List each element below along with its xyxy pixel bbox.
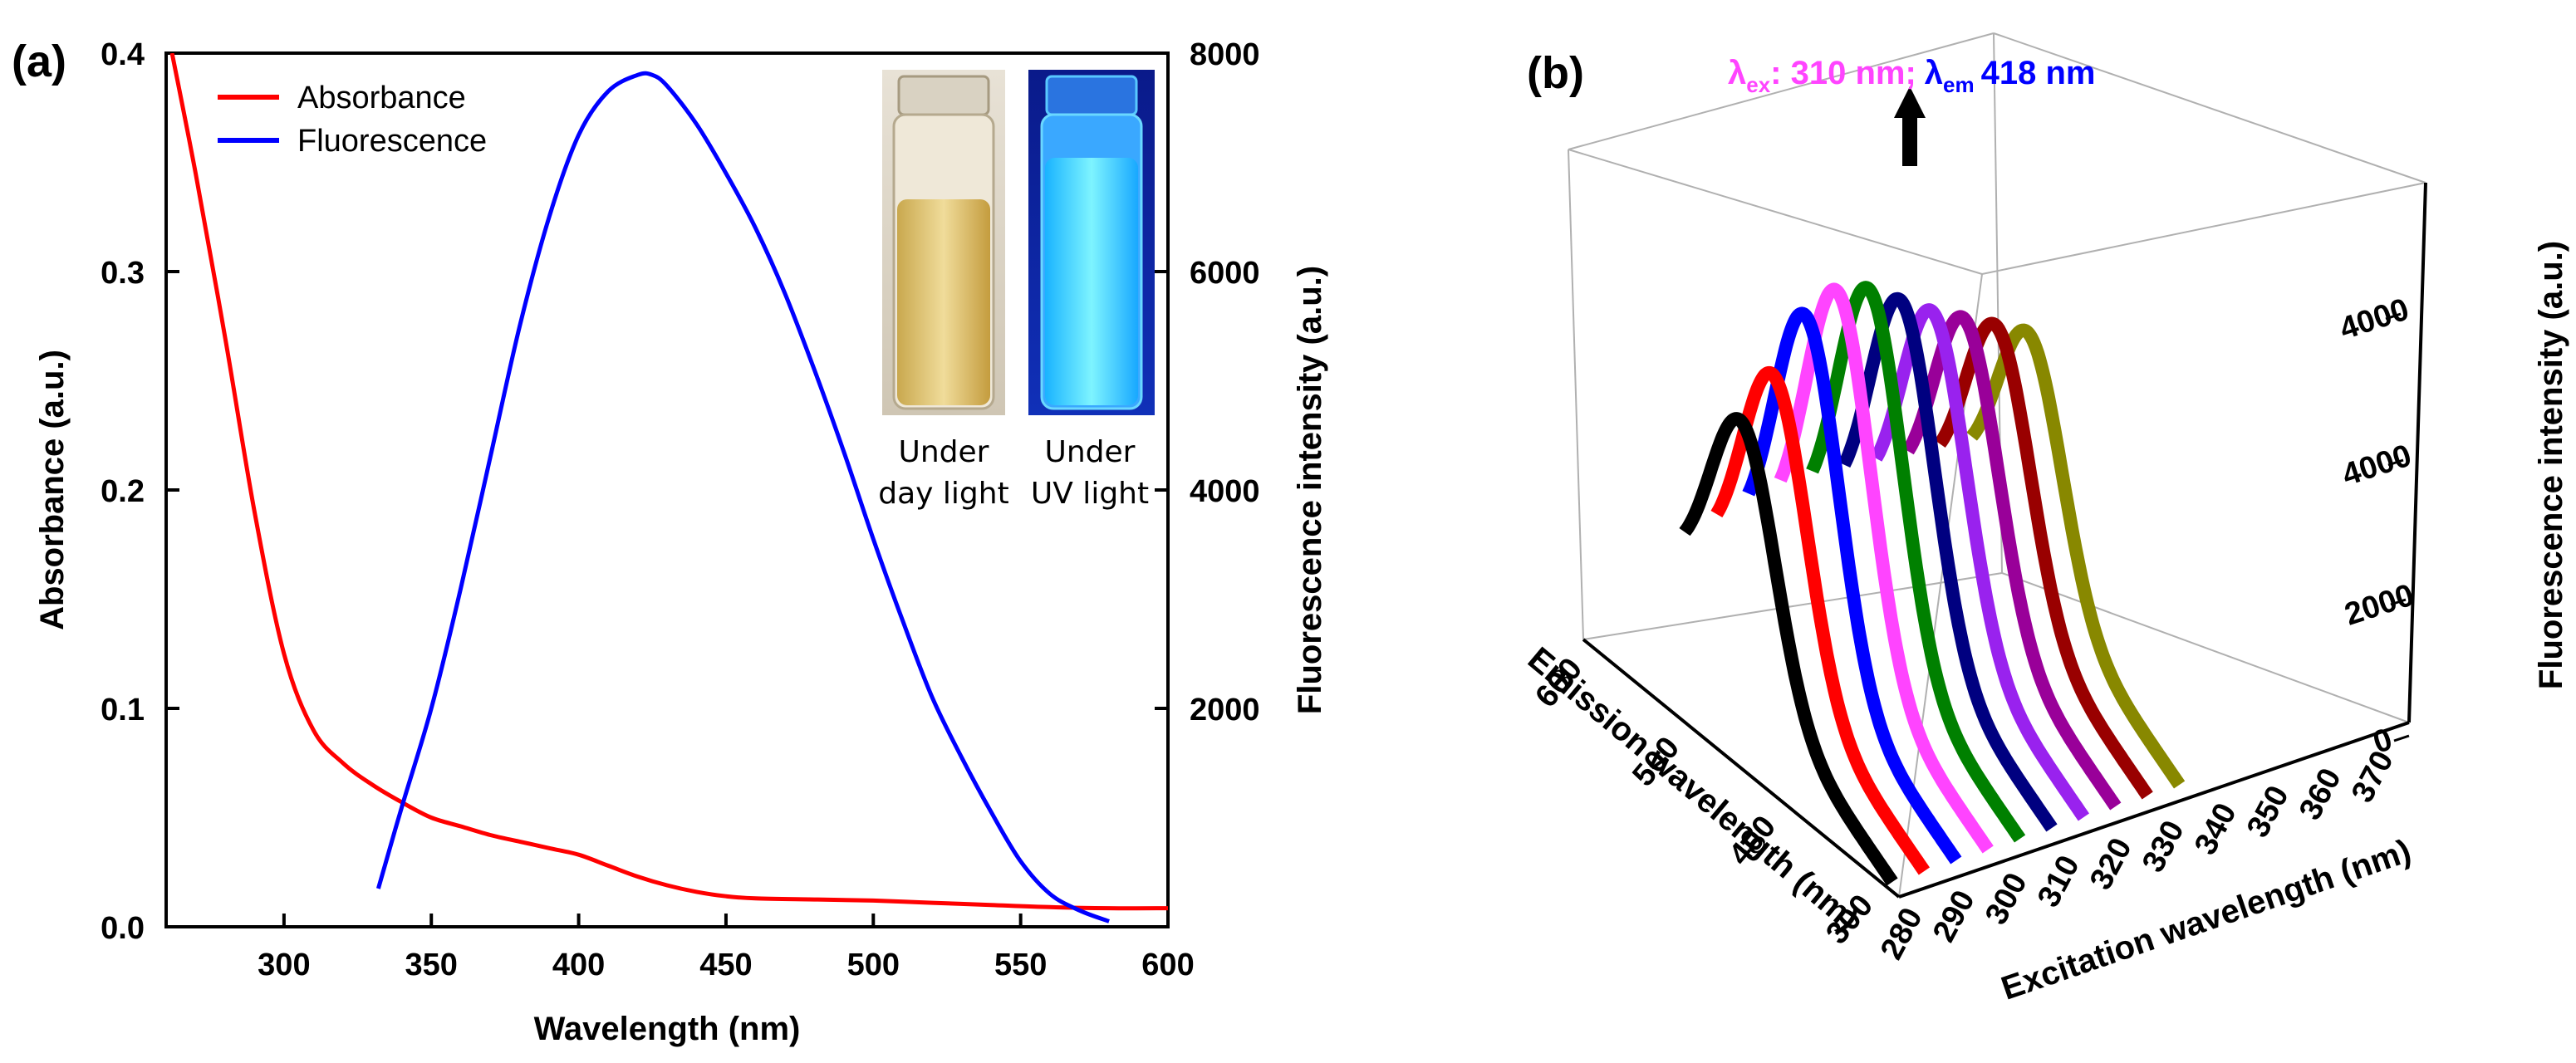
emission-ribbon-300-nm [1742, 306, 1962, 865]
panel-b-emission-ribbons [1679, 281, 2186, 886]
emission-ribbon-280-nm [1679, 412, 1898, 886]
panel-b-intensity-axis-title: Fluorescence intensity (a.u.) [2533, 241, 2569, 689]
legend-absorbance-label: Absorbance [297, 81, 466, 115]
intensity-tick-mark [2390, 598, 2407, 606]
day-light-caption-line2: day light [878, 477, 1008, 511]
excitation-tick-label: 310 [2031, 850, 2087, 914]
panel-b-emission-axis-title: Emission wavelength (nm) [1521, 640, 1866, 938]
y-tick-label: 0.0 [101, 911, 145, 946]
annotation-em-subscript: em [1943, 72, 1975, 97]
panel-b-axes [1582, 182, 2427, 899]
emission-ribbon-370-nm [1966, 323, 2186, 789]
y-tick-label: 0.4 [101, 37, 145, 72]
y-tick-label: 0.1 [101, 693, 145, 727]
panel-a-y2-ticks: 2000 4000 6000 8000 [1155, 37, 1260, 727]
uv-light-caption-line1: Under [1045, 435, 1136, 469]
annotation-ex-text: : 310 nm; [1770, 55, 1916, 91]
fluorescence-series-line [375, 71, 1110, 923]
x-tick-label: 300 [258, 948, 310, 982]
peak-arrow [1894, 86, 1926, 166]
legend-fluorescence-label: Fluorescence [297, 124, 487, 159]
annotation-em-symbol: λ [1925, 55, 1943, 91]
intensity-tick-label: 4000 [2338, 438, 2416, 493]
excitation-tick-label: 300 [1979, 868, 2034, 931]
excitation-tick-label: 280 [1874, 903, 1930, 966]
x-tick-label: 600 [1141, 948, 1194, 982]
x-tick-label: 500 [847, 948, 900, 982]
panel-a-x-axis-title: Wavelength (nm) [534, 1011, 801, 1047]
intensity-tick-mark [2385, 312, 2402, 321]
annotation-ex-symbol: λ [1728, 55, 1746, 91]
panel-a-legend: Absorbance Fluorescence [218, 81, 487, 159]
intensity-tick-label: 4000 [2336, 292, 2413, 347]
excitation-tick-label: 340 [2188, 798, 2244, 861]
panel-b: (b) λex: 310 nm; λem 418 nm [1521, 32, 2569, 1007]
peak-annotation: λex: 310 nm; λem 418 nm [1728, 55, 2095, 97]
emission-ribbon-290-nm [1710, 365, 1930, 875]
y2-tick-label: 4000 [1190, 474, 1260, 509]
panel-a-y-ticks: 0.0 0.1 0.2 0.3 0.4 [101, 37, 179, 946]
excitation-tick-label: 320 [2083, 833, 2139, 896]
annotation-em-text: 418 nm [1981, 55, 2096, 91]
panel-a-y-axis-title: Absorbance (a.u.) [34, 350, 71, 630]
panel-a-label: (a) [12, 37, 66, 86]
y2-tick-label: 8000 [1190, 37, 1260, 72]
annotation-ex-subscript: ex [1746, 72, 1770, 97]
y-tick-label: 0.2 [101, 474, 145, 509]
x-tick-label: 450 [699, 948, 752, 982]
intensity-tick-mark [2387, 458, 2404, 467]
panel-a-y2-axis-title: Fluorescence intensity (a.u.) [1292, 266, 1328, 714]
y2-tick-label: 2000 [1190, 693, 1260, 727]
excitation-tick-label: 350 [2240, 781, 2296, 844]
intensity-tick-label: 2000 [2341, 578, 2418, 633]
day-light-caption-line1: Under [899, 435, 989, 469]
x-tick-label: 350 [405, 948, 458, 982]
panel-a: (a) 300 350 400 450 500 550 600 0.00.10.20.30.… [12, 37, 1328, 1047]
x-tick-label: 550 [994, 948, 1047, 982]
y2-tick-label: 6000 [1190, 256, 1260, 291]
intensity-tick-mark [2393, 734, 2410, 742]
panel-a-x-ticks: 300 350 400 450 500 550 600 [258, 914, 1195, 982]
uv-light-caption-line2: UV light [1031, 477, 1149, 511]
panel-a-plot-frame [164, 51, 1170, 928]
vial-uv-light-photo [1028, 70, 1155, 415]
vial-day-light-photo [882, 70, 1005, 415]
y-tick-label: 0.3 [101, 256, 145, 291]
x-tick-label: 400 [552, 948, 605, 982]
excitation-tick-label: 360 [2293, 763, 2348, 826]
excitation-tick-label: 290 [1926, 885, 1982, 948]
vial-inset: Under day light Under UV light [878, 70, 1155, 511]
excitation-tick-label: 330 [2136, 816, 2191, 879]
panel-b-label: (b) [1527, 48, 1584, 98]
absorbance-series-line [169, 53, 1168, 911]
